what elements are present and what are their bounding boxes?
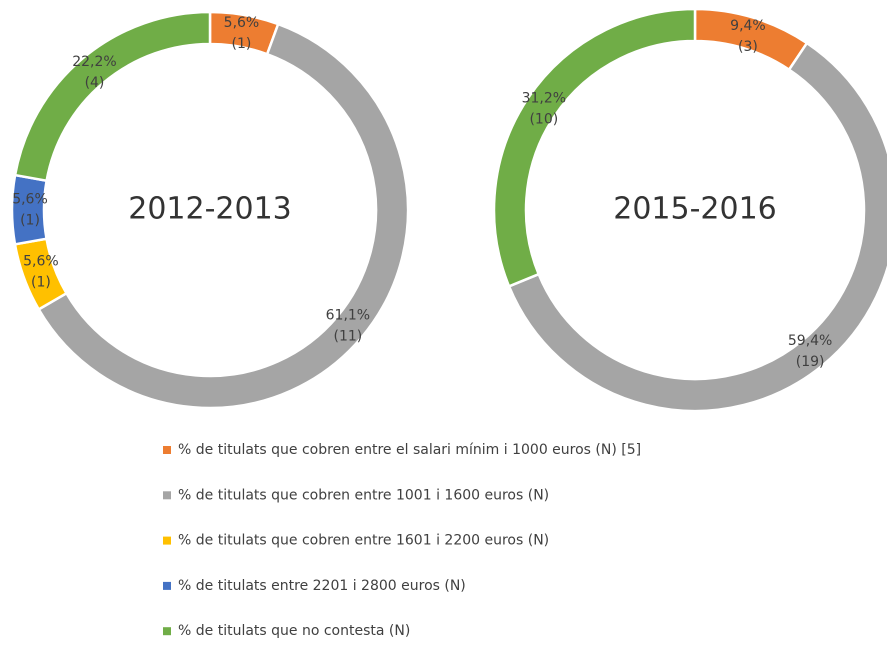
chart-title: 2015-2016 xyxy=(613,192,777,227)
data-label: 59,4% xyxy=(788,333,832,349)
donut-segment xyxy=(10,173,49,246)
donut-segment xyxy=(13,10,212,183)
donut-segment xyxy=(492,7,697,288)
legend-label: % de titulats que cobren entre 1601 i 22… xyxy=(178,533,549,549)
legend-label: % de titulats que cobren entre el salari… xyxy=(178,442,641,458)
data-label: 61,1% xyxy=(326,308,370,324)
data-label: 5,6% xyxy=(12,192,48,208)
data-label: 22,2% xyxy=(72,54,116,70)
legend-swatch xyxy=(163,581,171,590)
count-label: (1) xyxy=(232,36,252,52)
count-label: (11) xyxy=(333,329,362,345)
chart-title: 2012-2013 xyxy=(128,192,292,227)
donut-segment xyxy=(37,22,410,410)
legend-swatch xyxy=(163,446,171,454)
data-label: 31,2% xyxy=(522,91,566,107)
count-label: (3) xyxy=(738,39,758,55)
legend-label: % de titulats entre 2201 i 2800 euros (N… xyxy=(178,578,466,594)
legend-swatch xyxy=(163,536,171,545)
legend-label: % de titulats que no contesta (N) xyxy=(178,623,410,639)
legend-swatch xyxy=(163,491,171,500)
count-label: (4) xyxy=(85,75,105,91)
count-label: (19) xyxy=(796,354,825,370)
donut-segment xyxy=(507,41,887,413)
legend-label: % de titulats que cobren entre 1001 i 16… xyxy=(178,487,549,503)
data-label: 5,6% xyxy=(23,254,59,270)
count-label: (1) xyxy=(20,213,40,229)
data-label: 9,4% xyxy=(730,18,766,34)
count-label: (10) xyxy=(529,112,558,128)
count-label: (1) xyxy=(31,275,51,291)
data-label: 5,6% xyxy=(224,15,260,31)
legend-swatch xyxy=(163,627,171,636)
